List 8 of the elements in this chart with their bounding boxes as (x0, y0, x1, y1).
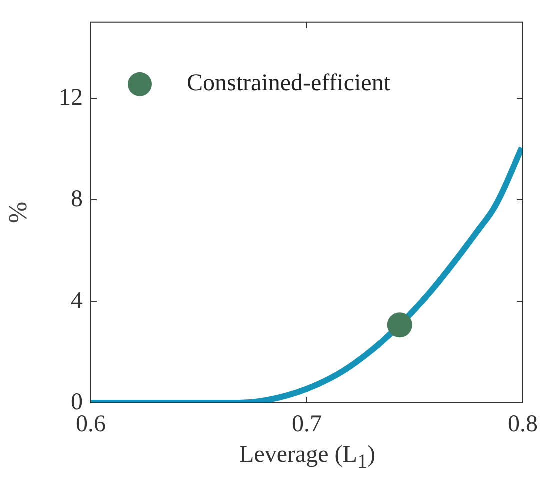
x-tick-label: 0.8 (508, 412, 538, 438)
x-tick-label: 0.7 (292, 412, 322, 438)
y-tick-label: 4 (71, 288, 83, 314)
y-axis-title: % (3, 202, 32, 224)
y-tick-label: 12 (59, 84, 83, 111)
y-tick-label: 8 (71, 186, 83, 212)
legend-label: Constrained-efficient (187, 70, 391, 97)
x-axis-title: Leverage (L$_{1}$) (238, 442, 376, 474)
